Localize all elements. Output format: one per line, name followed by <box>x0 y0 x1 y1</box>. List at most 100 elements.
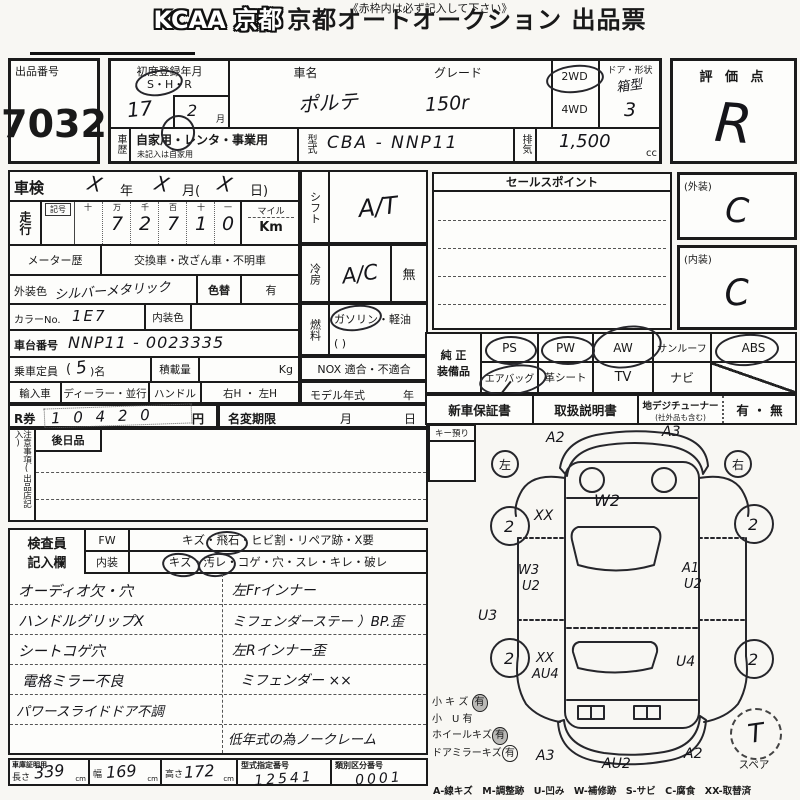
equip-navi: ナビ <box>654 363 712 392</box>
color-no-row: カラーNo. 1E7 内装色 <box>10 305 298 331</box>
note-left-3: シートコゲ穴 <box>18 644 105 660</box>
digit-col-4: 百 7 <box>158 202 187 244</box>
registration-year: 17 <box>125 95 154 123</box>
displacement-unit: cc <box>646 148 657 159</box>
month-unit: 月 <box>215 115 225 125</box>
interior-items: キズ・汚レ・コゲ・穴・スレ・キレ・破レ <box>130 552 426 574</box>
model-code-label-cell: 型式 <box>299 127 321 161</box>
exhibit-number-value: 7032 <box>1 102 107 146</box>
model-year-cell: モデル年式 年 <box>300 381 428 404</box>
model-code-cell: CBA - NNP11 <box>321 127 513 161</box>
tuner-note: (社外品も含む) <box>655 413 706 422</box>
car-name-cell: 車名 ポルテ <box>228 61 383 127</box>
hood-w2-mark: W2 <box>594 491 620 510</box>
inspector-label-1: 検査員 <box>27 537 67 552</box>
left-rear-u3-mark: U3 <box>478 608 497 624</box>
color-change-label: 色替 <box>196 276 240 303</box>
roof-a3-mark: A3 <box>661 424 680 440</box>
shift-label-cell: シフト <box>300 170 330 244</box>
left-door-u2-mark: U2 <box>522 579 540 594</box>
score-label: 評 価 点 <box>699 70 768 85</box>
rear-left-wheel-mark: 2 <box>504 649 514 668</box>
door-shape-label: ドア・形状 <box>607 66 653 76</box>
history-note: 未記入は自家用 <box>137 150 193 159</box>
ext-color-row: 外装色 シルバーメタリック 色替 有 <box>10 276 298 305</box>
header-subtitle: 《赤枠内は必ず記入して下さい》 <box>347 2 513 15</box>
capacity-row: 乗車定員 ( 5 )名 積載量 Kg <box>10 357 298 383</box>
legend-label: 小 U <box>432 713 460 725</box>
shaken-year-unit: 年 <box>120 184 134 199</box>
interior-eval-value: C <box>723 271 751 315</box>
left-fender-xx-mark: XX <box>533 508 554 524</box>
chassis-value: NNP11 - 0023335 <box>68 333 225 352</box>
digit-value: 1 <box>194 213 208 235</box>
interior-eval-label: (内装) <box>684 255 712 266</box>
diagram-right-label: 右 <box>732 457 744 472</box>
tuner-cell: 地デジチューナー (社外品も含む) <box>639 396 724 423</box>
car-name-label: 車名 <box>293 66 318 80</box>
mileage-label: 走行 <box>18 211 32 235</box>
model-year-label: モデル年式 <box>310 389 365 402</box>
note-right-4: ミフェンダー ×× <box>240 673 352 689</box>
meter-options: 交換車・改ざん車・不明車 <box>134 254 266 267</box>
nox-cell: NOX 適合・不適合 <box>300 356 428 381</box>
equip-tv: TV <box>594 363 654 392</box>
registration-era: S・H・R <box>147 78 192 91</box>
garage-label: 車庫証明用 <box>12 761 47 769</box>
sheet-header: KCAA 京都 京都オートオークション 出品票 <box>0 0 800 35</box>
registration-label: 初度登録年月 <box>136 65 203 78</box>
notes-rule-3 <box>10 664 426 665</box>
info-row-divider <box>111 127 661 129</box>
displacement-label-cell: 排気 <box>513 127 537 161</box>
name-change-box: 名変期限 月 日 <box>218 404 428 428</box>
interior-color-label: 内装色 <box>144 305 192 329</box>
notes-rule-5 <box>10 724 426 725</box>
vehicle-info-box: 初度登録年月 S・H・R 17 2 月 車名 ポルテ グレード 150r 2WD… <box>108 58 662 164</box>
right-rear-u4-mark: U4 <box>676 654 695 670</box>
note-right-1: 左Frインナー <box>232 583 316 599</box>
exterior-eval-box: (外装) C <box>677 172 797 240</box>
legend-row-small-scratch: 小 キ ズ 有 <box>432 694 518 712</box>
mileage-kigo-cell: 記号 <box>42 202 75 244</box>
legend-label: 小 キ ズ <box>432 697 469 708</box>
sales-point-label: セールスポイント <box>434 174 670 192</box>
capacity-open: ( <box>66 362 72 377</box>
digit-header: 万 <box>113 203 121 212</box>
rear-right-wheel-shape <box>734 639 774 679</box>
door-count-value: 3 <box>624 99 637 121</box>
height-label: 高さ <box>165 770 184 780</box>
digit-col-2: 万 7 <box>102 202 131 244</box>
spare-tire-mark: T <box>746 718 766 750</box>
width-unit: cm <box>147 775 158 783</box>
length-unit: cm <box>75 775 86 783</box>
top-rule <box>30 52 195 55</box>
tuner-yes-no: 有 ・ 無 <box>736 403 783 418</box>
right-door-u2-mark: U2 <box>684 577 702 592</box>
inspector-box: 検査員 記入欄 FW キズ・飛石・ヒビ割・リペア跡・X要 内装 キズ・汚レ・コゲ… <box>8 528 428 755</box>
sales-point-box: セールスポイント <box>432 172 672 330</box>
sales-rule-3 <box>438 276 666 277</box>
left-side-circle <box>491 450 519 478</box>
right-door-a1-mark: A1 <box>681 561 699 576</box>
left-door-w3-mark: W3 <box>518 563 539 578</box>
capacity-close: )名 <box>90 365 106 378</box>
capacity-value: 5 <box>74 357 89 379</box>
history-label-cell: 車歴 <box>111 127 131 161</box>
documents-row: 新車保証書 取扱説明書 地デジチューナー (社外品も含む) 有 ・ 無 <box>425 394 797 425</box>
left-rear-xx-mark: XX <box>535 651 555 666</box>
shaken-year-mark: X <box>85 170 105 198</box>
color-no-label: カラーNo. <box>14 315 61 326</box>
kcaa-logo: KCAA 京都 <box>153 6 283 34</box>
history-options: 自家用・レンタ・事業用 <box>136 133 269 147</box>
score-box: 評 価 点 R <box>670 58 797 164</box>
displacement-value: 1,500 <box>559 131 611 152</box>
spare-tire-circle: T <box>730 708 782 760</box>
equip-airbag: エアバッグ <box>482 363 539 392</box>
fuel-options: ガソリン・軽油 <box>334 313 411 326</box>
owners-manual-label: 取扱説明書 <box>534 396 639 423</box>
fw-items: キズ・飛石・ヒビ割・リペア跡・X要 <box>130 530 426 552</box>
inspector-label-2: 記入欄 <box>27 556 67 571</box>
fuel-value-cell: ガソリン・軽油 ( ) <box>328 302 428 356</box>
garage-width-cell: 幅 169 cm <box>90 760 162 784</box>
